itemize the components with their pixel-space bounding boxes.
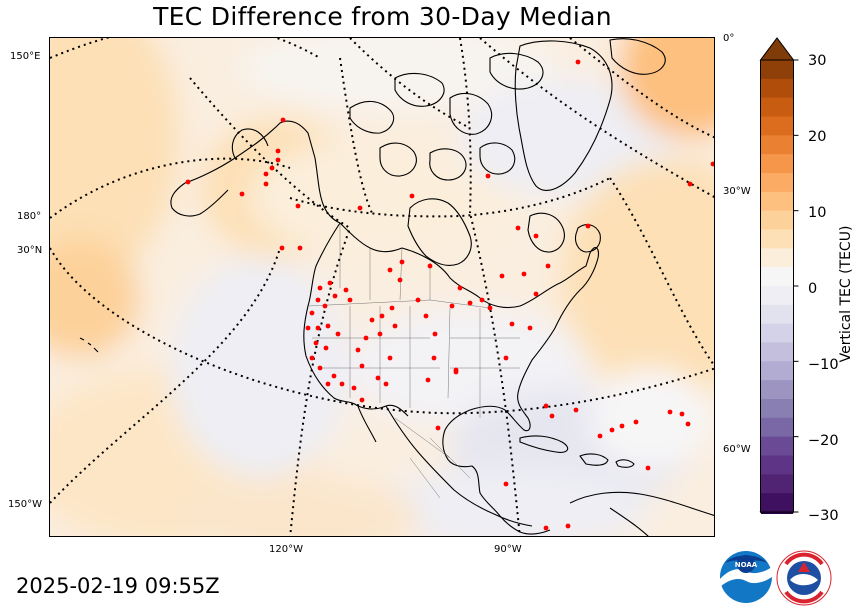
tec-field bbox=[50, 38, 714, 536]
colorbar-bin bbox=[760, 493, 794, 513]
noaa-logo: NOAA bbox=[720, 551, 772, 603]
lon-label-150e: 150°E bbox=[10, 51, 41, 62]
political-borders bbox=[307, 223, 520, 499]
colorbar-bin bbox=[760, 342, 794, 362]
lon-label-0: 0° bbox=[723, 33, 735, 44]
colorbar-bin bbox=[760, 323, 794, 343]
station-markers bbox=[185, 59, 714, 531]
chart-title: TEC Difference from 30-Day Median bbox=[153, 2, 612, 31]
colorbar-bin bbox=[760, 286, 794, 306]
colorbar-bin bbox=[760, 191, 794, 212]
colorbar-bin bbox=[760, 78, 794, 99]
colorbar-bin bbox=[760, 210, 794, 230]
colorbar-tick: 30 bbox=[808, 53, 827, 69]
colorbar-tick: 20 bbox=[808, 129, 827, 145]
svg-text:NOAA: NOAA bbox=[735, 561, 758, 569]
colorbar-bin bbox=[760, 267, 794, 287]
lat-label-30n: 30°N bbox=[17, 245, 43, 256]
lon-label-120w: 120°W bbox=[269, 544, 303, 555]
colorbar-bin bbox=[760, 380, 794, 400]
colorbar-bin bbox=[760, 116, 794, 136]
colorbar-bin bbox=[760, 135, 794, 155]
colorbar bbox=[759, 37, 799, 514]
colorbar-bin bbox=[760, 60, 794, 80]
colorbar-tick: 10 bbox=[808, 205, 827, 221]
colorbar-bin bbox=[760, 361, 794, 381]
colorbar-label: Vertical TEC (TECU) bbox=[838, 225, 854, 363]
lon-label-30w: 30°W bbox=[723, 186, 751, 197]
timestamp: 2025-02-19 09:55Z bbox=[16, 574, 220, 598]
colorbar-tick: −30 bbox=[808, 508, 839, 524]
nws-logo bbox=[776, 550, 832, 606]
lon-label-150w: 150°W bbox=[8, 499, 42, 510]
colorbar-tick: −10 bbox=[808, 357, 839, 373]
lon-label-90w: 90°W bbox=[494, 544, 522, 555]
colorbar-bin bbox=[760, 474, 794, 494]
colorbar-tick: −20 bbox=[808, 433, 839, 449]
map-panel bbox=[49, 37, 715, 537]
colorbar-bin bbox=[760, 304, 794, 325]
map-canvas bbox=[50, 38, 714, 536]
colorbar-bin bbox=[760, 399, 794, 419]
colorbar-bin bbox=[760, 248, 794, 268]
colorbar-segments bbox=[759, 37, 799, 514]
lon-label-180: 180° bbox=[17, 211, 42, 222]
colorbar-bin bbox=[760, 154, 794, 174]
colorbar-bin bbox=[760, 455, 794, 475]
colorbar-extend-max bbox=[759, 37, 795, 61]
colorbar-bin bbox=[760, 97, 794, 117]
graticule bbox=[50, 38, 714, 536]
colorbar-tick: 0 bbox=[808, 281, 818, 297]
colorbar-bin bbox=[760, 436, 794, 456]
lon-label-60w: 60°W bbox=[723, 444, 751, 455]
colorbar-bin bbox=[760, 173, 794, 193]
colorbar-bin bbox=[760, 417, 794, 438]
colorbar-bin bbox=[760, 229, 794, 249]
